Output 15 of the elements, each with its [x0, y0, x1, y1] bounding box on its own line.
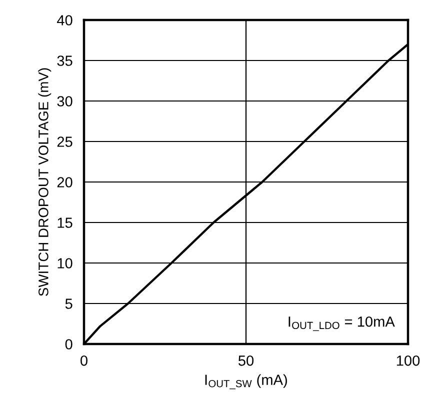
y-tick-label: 30 — [57, 96, 72, 106]
y-tick-label: 5 — [65, 298, 72, 309]
x-axis-title: I$_{OUT_SW}$ (mA) — [205, 374, 287, 390]
y-tick-label: 25 — [57, 136, 72, 147]
y-tick-label: 20 — [57, 177, 72, 188]
x-tick-label: 0 — [80, 355, 88, 366]
x-tick-label: 100 — [396, 355, 420, 366]
y-tick-label: 35 — [57, 56, 72, 66]
y-tick-label: 0 — [65, 339, 72, 350]
y-tick-label: 40 — [57, 15, 72, 26]
y-tick-label: 10 — [58, 258, 72, 268]
x-tick-label: 50 — [238, 355, 254, 366]
y-axis-title: SWITCH DROPOUT VOLTAGE (mV) — [38, 68, 52, 296]
y-tick-label: 15 — [58, 218, 72, 228]
annotation: I$_{OUT_LDO}$ = 10mA — [288, 316, 395, 331]
